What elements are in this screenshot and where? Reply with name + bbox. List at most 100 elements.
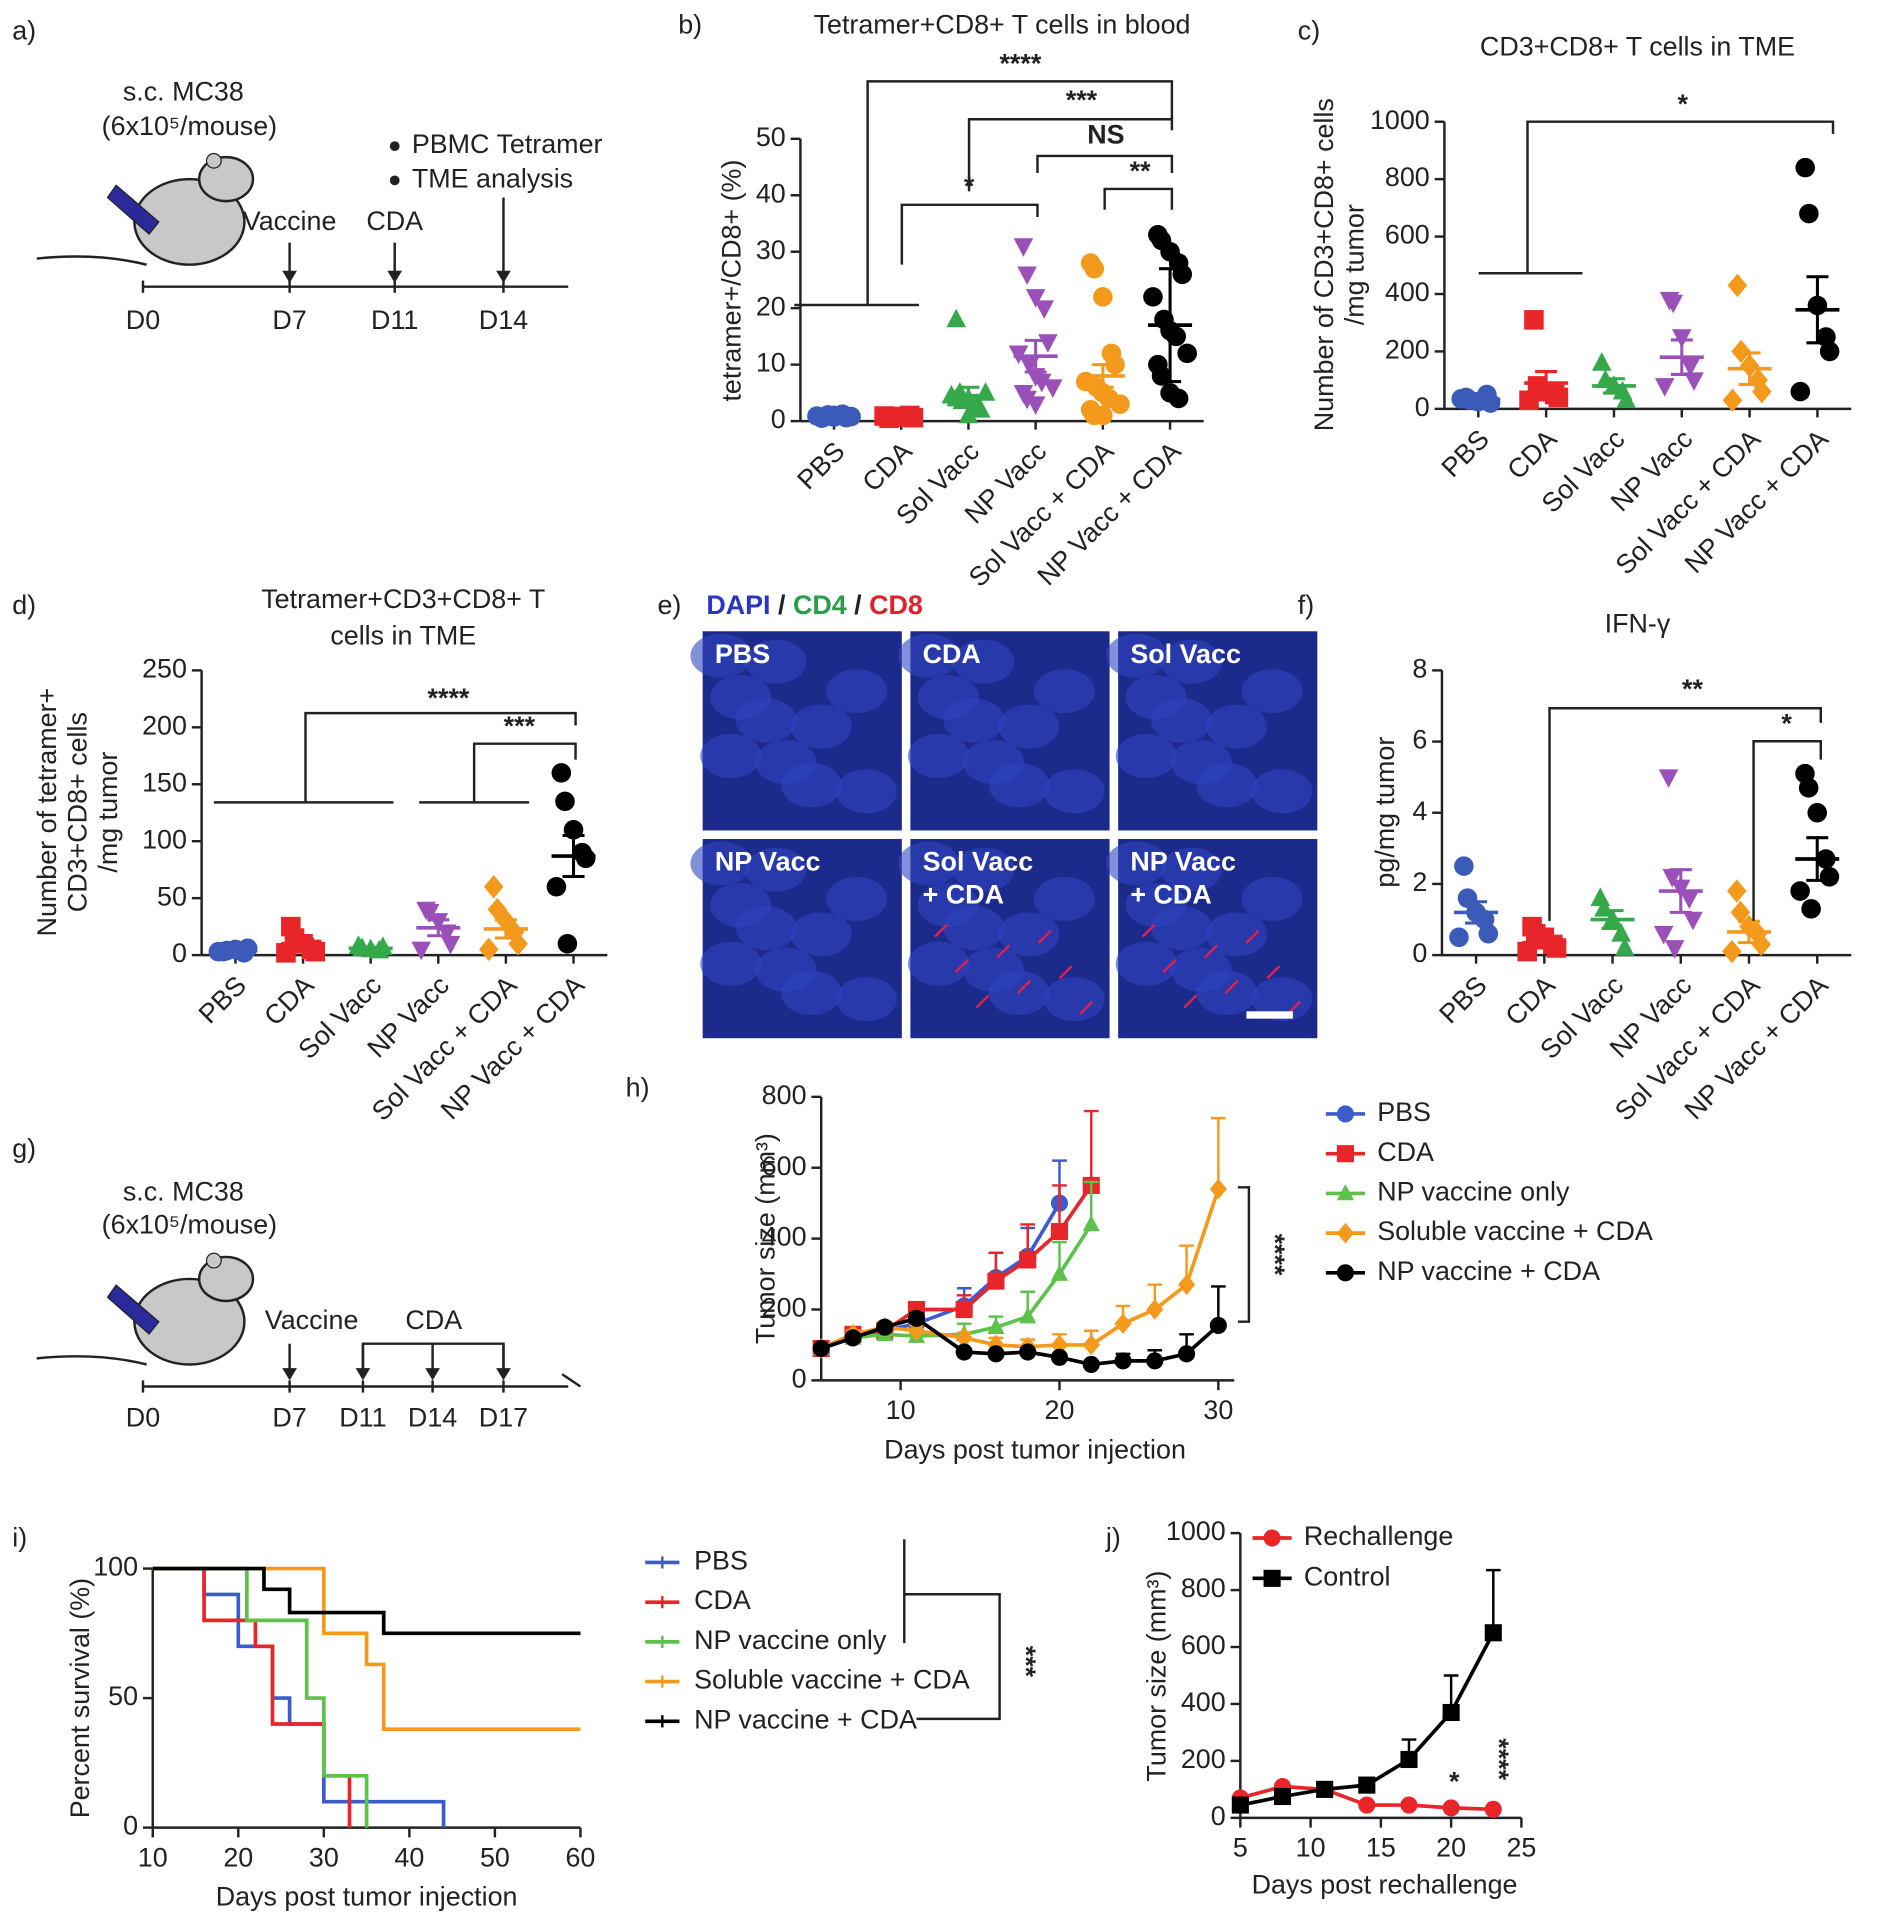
x-tick-label: PBS <box>193 970 252 1029</box>
y-axis-label: Tumor size (mm³) <box>751 1133 781 1344</box>
texture <box>998 704 1060 749</box>
marker <box>1038 334 1058 353</box>
marker <box>1143 287 1163 307</box>
bullet <box>389 141 400 152</box>
panel-label: i) <box>12 1522 27 1552</box>
marker <box>1680 357 1701 377</box>
marker <box>1727 879 1747 903</box>
x-axis-label: Days post rechallenge <box>1252 1869 1518 1899</box>
event-label: CDA <box>366 206 423 236</box>
y-tick-label: 200 <box>762 1293 807 1323</box>
marker <box>1146 1299 1164 1320</box>
y-tick-label: 4 <box>1412 796 1427 826</box>
marker <box>1177 343 1197 364</box>
marker <box>1679 890 1700 909</box>
error-bar <box>1083 1109 1099 1186</box>
marker <box>551 763 572 783</box>
marker <box>1484 1800 1502 1818</box>
marker <box>546 877 567 897</box>
arrow-head <box>496 1368 511 1381</box>
marker <box>1798 778 1819 798</box>
legend-label: TME analysis <box>412 163 573 193</box>
x-tick-label: 20 <box>1436 1833 1466 1863</box>
texture <box>1043 977 1105 1022</box>
marker <box>1093 287 1113 307</box>
x-axis-label: Days post tumor injection <box>216 1882 518 1912</box>
legend-marker <box>1336 1145 1354 1163</box>
marker <box>1050 1348 1069 1366</box>
arrow-head <box>425 1368 440 1381</box>
y-axis-label: Number of CD3+CD8+ cells <box>1309 98 1339 431</box>
texture <box>755 740 817 785</box>
x-tick-label: 15 <box>1366 1833 1396 1863</box>
stain-name: CD8 <box>869 590 923 620</box>
y-tick-label: 0 <box>172 938 187 968</box>
y-tick-label: 100 <box>93 1552 138 1582</box>
panel-label: g) <box>12 1134 36 1164</box>
marker <box>1663 294 1684 314</box>
marker <box>1019 1343 1037 1361</box>
day-label: D11 <box>339 1403 386 1433</box>
arrow-head <box>496 270 511 284</box>
y-tick-label: 1000 <box>1370 105 1430 135</box>
cd8-signal <box>1266 965 1281 980</box>
y-tick-label: 200 <box>1181 1744 1226 1774</box>
x-tick-label: 30 <box>1203 1395 1233 1425</box>
arrow-head <box>387 270 403 284</box>
y-tick-label: 30 <box>756 235 786 265</box>
day-label: D11 <box>371 305 418 335</box>
error-bar <box>1738 351 1761 386</box>
marker <box>955 1327 973 1349</box>
marker <box>1146 1352 1164 1370</box>
y-axis-label: Number of tetramer+ <box>32 688 62 937</box>
y-tick-label: 50 <box>108 1681 138 1711</box>
significance-bracket <box>1103 187 1174 210</box>
marker <box>1722 939 1742 964</box>
marker <box>1442 1703 1460 1722</box>
texture <box>1125 675 1187 720</box>
texture <box>898 841 960 886</box>
x-tick-label: CDA <box>856 436 917 497</box>
legend-label: NP vaccine + CDA <box>1377 1256 1600 1286</box>
y-tick-label: 0 <box>792 1363 807 1393</box>
x-tick-label: 10 <box>138 1842 168 1872</box>
y-tick-label: 250 <box>142 653 187 683</box>
legend-label: Soluble vaccine + CDA <box>1377 1216 1653 1246</box>
chart-title: Tetramer+CD3+CD8+ T <box>261 584 545 614</box>
y-tick-label: 50 <box>756 122 786 152</box>
marker <box>1658 769 1679 788</box>
error-bar <box>1091 363 1114 389</box>
marker <box>1751 932 1771 957</box>
y-axis-label: CD3+CD8+ cells <box>63 712 93 912</box>
marker <box>483 875 504 899</box>
texture <box>790 912 852 957</box>
texture <box>755 947 817 992</box>
texture <box>690 633 752 678</box>
marker <box>1105 354 1125 375</box>
marker <box>1807 802 1828 823</box>
texture <box>907 941 970 986</box>
marker <box>844 1329 862 1347</box>
marker <box>1031 373 1052 393</box>
texture <box>1170 740 1232 785</box>
day-label: D0 <box>126 305 160 335</box>
significance-label: **** <box>1484 1738 1514 1780</box>
y-tick-label: 200 <box>142 710 187 740</box>
marker <box>907 1309 926 1327</box>
texture <box>1206 704 1268 749</box>
error-bar <box>427 918 450 938</box>
texture <box>962 947 1025 992</box>
marker <box>955 1343 973 1361</box>
marker <box>1611 923 1631 942</box>
y-tick-label: 800 <box>1385 162 1430 192</box>
marker <box>1616 389 1636 409</box>
y-axis-label: pg/mg tumor <box>1370 737 1400 888</box>
marker <box>1653 925 1674 945</box>
marker <box>1084 258 1105 279</box>
texture <box>917 883 979 928</box>
panel-label: e) <box>657 590 681 620</box>
marker <box>1752 379 1772 404</box>
texture <box>1033 669 1095 714</box>
marker <box>1316 1780 1334 1798</box>
legend-label: NP vaccine only <box>1377 1176 1570 1206</box>
